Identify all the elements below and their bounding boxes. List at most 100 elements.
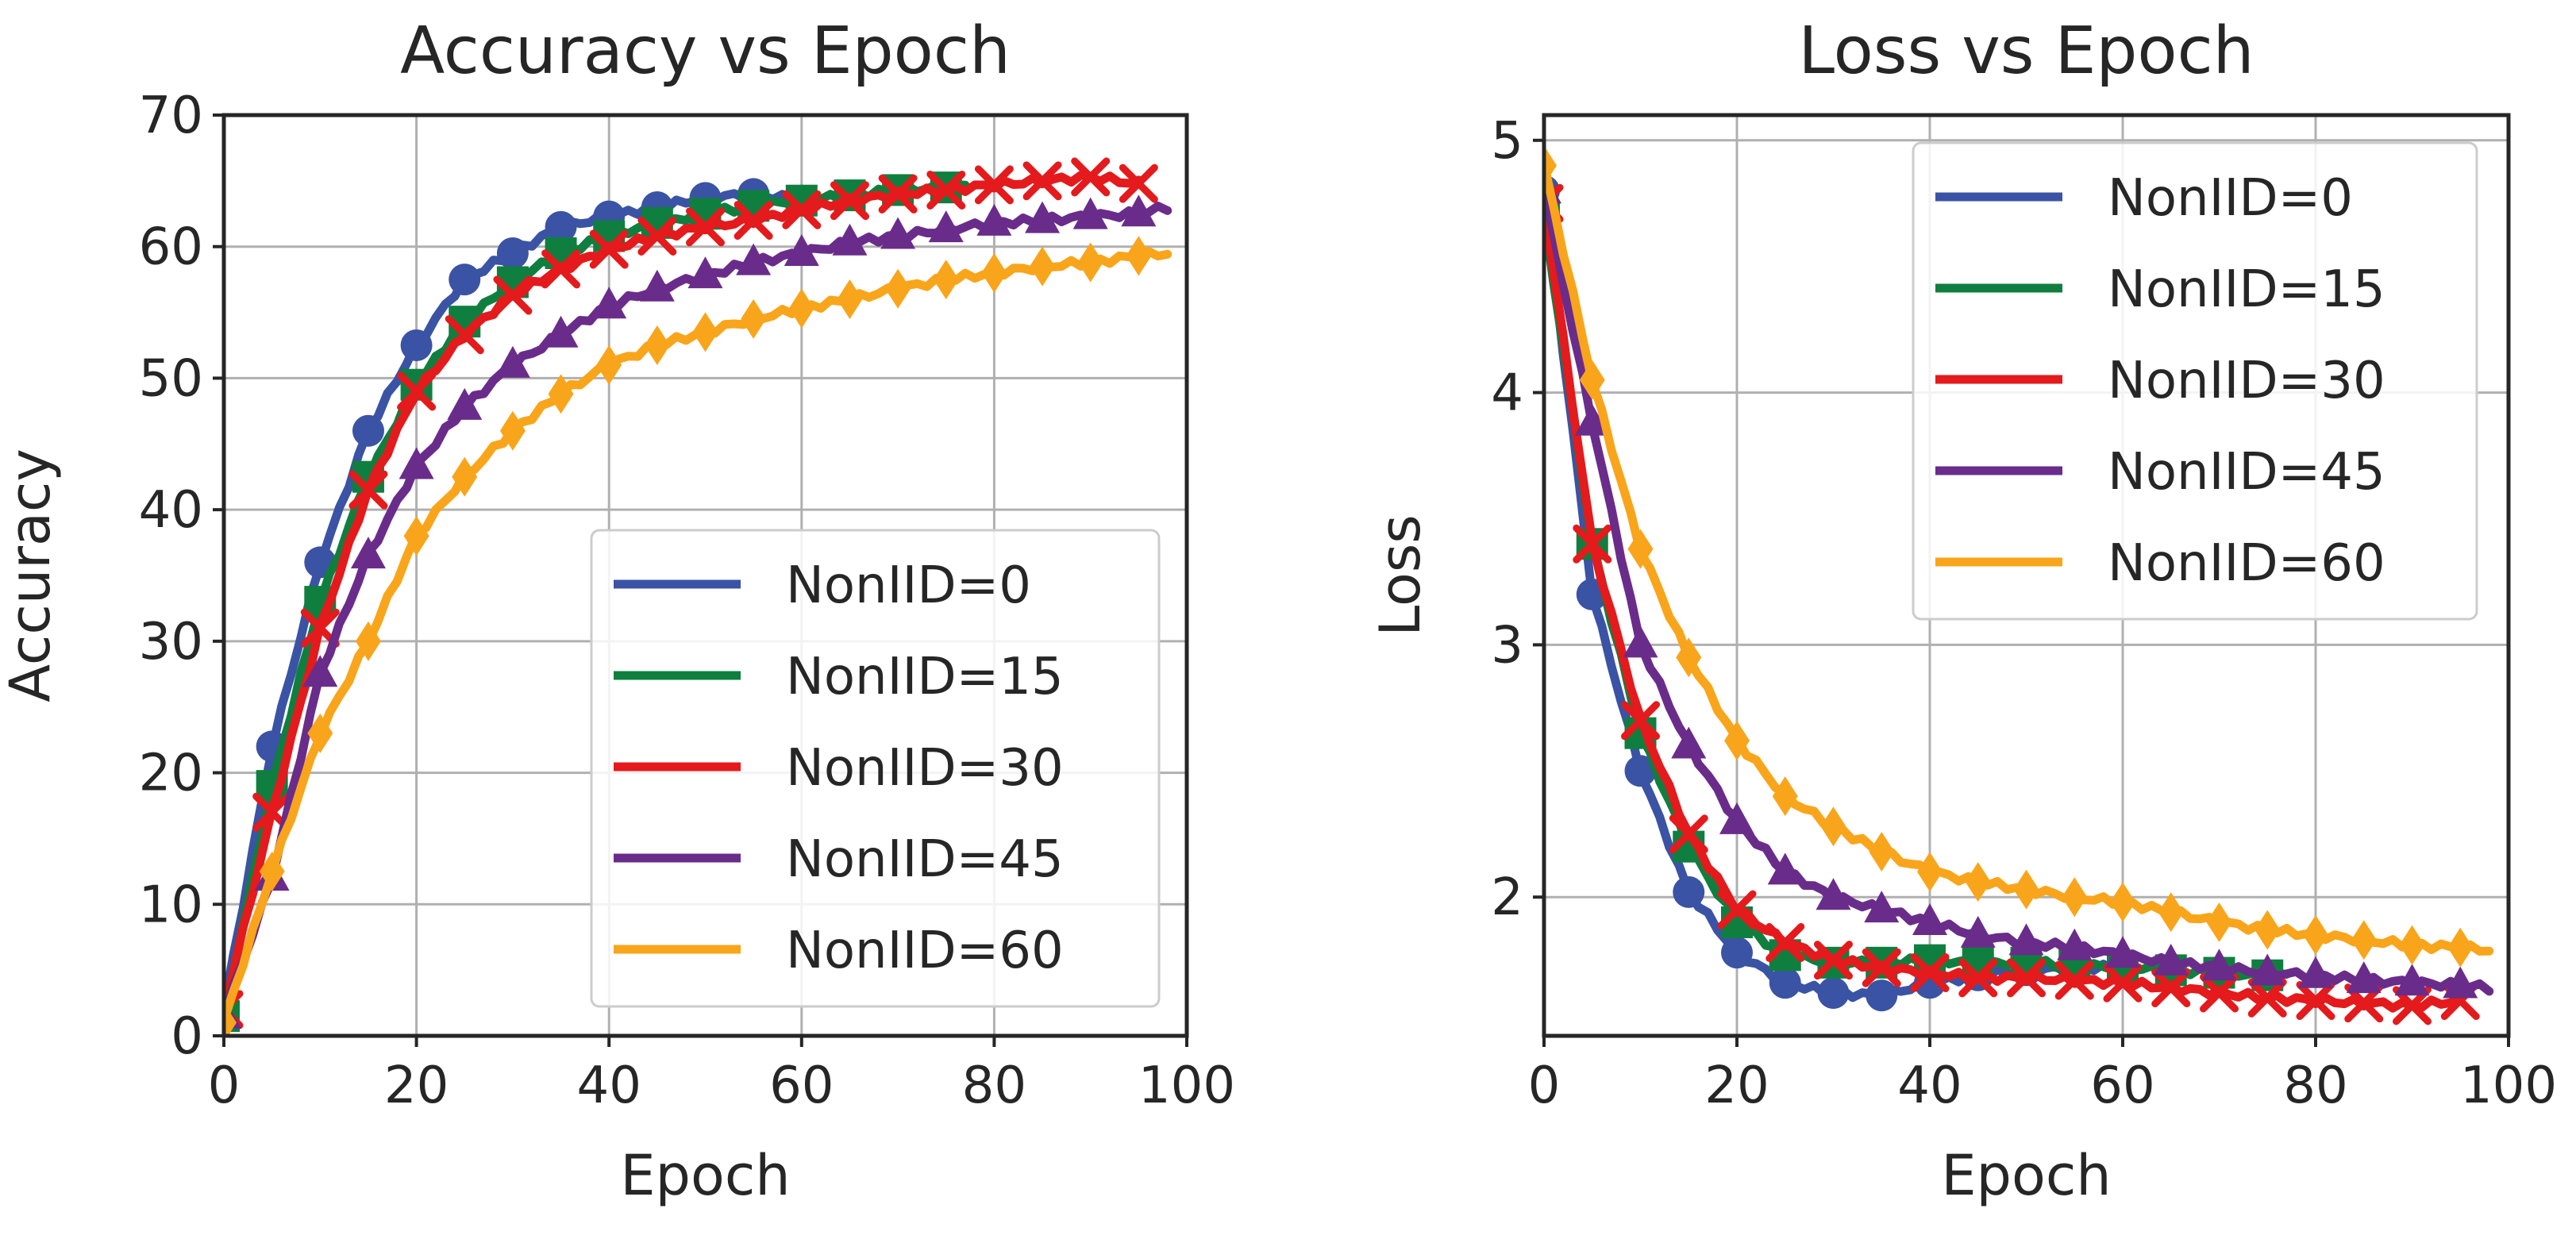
y-tick-label: 10 [139, 875, 203, 934]
data-point [782, 190, 822, 229]
data-point [692, 312, 718, 352]
data-point [307, 713, 333, 753]
data-point [1965, 862, 1991, 902]
data-point [1669, 814, 1708, 854]
data-point [2201, 949, 2237, 981]
series-noniid-30 [1544, 183, 2480, 1026]
data-point [1072, 197, 1108, 229]
y-tick-label: 2 [1491, 868, 1523, 927]
data-point [2399, 925, 2425, 965]
series-noniid-30 [224, 157, 1158, 1029]
series-noniid-45 [224, 194, 1172, 1029]
data-point [1864, 891, 1900, 923]
x-tick-label: 0 [1528, 1056, 1561, 1115]
data-point [2110, 882, 2135, 922]
data-point [355, 621, 381, 661]
data-point [1621, 701, 1660, 741]
x-tick-label: 100 [2460, 1056, 2557, 1115]
data-point [1869, 832, 1895, 872]
y-tick-label: 5 [1491, 112, 1523, 171]
data-point [1767, 852, 1803, 885]
data-point [452, 456, 478, 497]
data-point [541, 249, 581, 289]
chart-panel-2: 0 20 40 60 80 100 2 3 4 5 Loss vs Epoch Epoch Loss No… [1368, 13, 2557, 1208]
data-point [496, 237, 529, 269]
data-point [741, 298, 767, 339]
data-point [784, 234, 819, 266]
data-point [499, 410, 526, 451]
x-tick-label: 80 [2283, 1056, 2347, 1115]
data-point [1071, 157, 1111, 197]
data-point [928, 210, 964, 243]
y-tick-label: 40 [139, 481, 203, 540]
data-point [1627, 529, 1654, 569]
data-point [397, 371, 437, 411]
legend-item: NonIID=30 [1935, 352, 2385, 410]
chart-title: Accuracy vs Epoch [400, 13, 1011, 89]
data-point [2443, 966, 2478, 999]
data-point [548, 374, 574, 414]
data-point [2296, 981, 2335, 1021]
data-point [2158, 892, 2184, 933]
data-point [543, 315, 579, 348]
data-point [687, 256, 723, 289]
data-point [2254, 910, 2281, 950]
legend-item: NonIID=60 [1935, 534, 2385, 593]
data-point [830, 181, 869, 221]
data-point [259, 851, 285, 891]
data-point [1077, 242, 1103, 283]
data-point [2298, 956, 2333, 988]
data-point [1573, 524, 1612, 564]
data-point [734, 201, 773, 241]
data-point [589, 229, 629, 269]
data-point [1816, 878, 1851, 910]
legend-label: NonIID=0 [786, 556, 1031, 615]
legend: NonIID=0 NonIID=15 NonIID=30 NonIID=45 NonII… [590, 529, 1161, 1008]
plot-area [1544, 145, 2494, 1026]
data-point [1719, 802, 1754, 834]
data-point [1673, 875, 1705, 908]
data-point [2151, 968, 2191, 1008]
y-tick-label: 4 [1491, 364, 1523, 423]
series-noniid-60 [224, 236, 1172, 1036]
data-point [2062, 877, 2088, 918]
data-point [1030, 246, 1056, 287]
data-point [399, 447, 434, 479]
data-point [2008, 923, 2044, 956]
y-tick-label: 20 [139, 745, 203, 803]
data-point [2250, 953, 2285, 986]
data-point [493, 275, 533, 315]
data-point [1624, 755, 1657, 787]
data-point [2346, 961, 2382, 994]
data-point [837, 279, 863, 319]
x-tick-label: 40 [576, 1056, 641, 1115]
y-tick-label: 60 [139, 218, 203, 277]
legend: NonIID=0 NonIID=15 NonIID=30 NonIID=45 NonII… [1912, 141, 2478, 621]
legend-item: NonIID=30 [614, 739, 1064, 798]
data-point [1544, 145, 1557, 186]
data-point [591, 287, 627, 319]
data-point [832, 223, 868, 256]
legend-label: NonIID=30 [2108, 352, 2385, 410]
x-tick-label: 20 [384, 1056, 449, 1115]
legend-item: NonIID=0 [614, 556, 1031, 615]
data-point [788, 288, 814, 329]
legend-item: NonIID=15 [1935, 260, 2385, 319]
data-point [1820, 806, 1846, 847]
data-point [1765, 922, 1805, 962]
data-point [1721, 937, 1753, 969]
legend-box [1912, 141, 2478, 621]
data-point [1960, 915, 1996, 948]
data-point [1574, 403, 1610, 436]
series-noniid-45 [1544, 171, 2494, 999]
x-tick-label: 60 [2090, 1056, 2154, 1115]
x-tick-label: 20 [1704, 1056, 1769, 1115]
legend-label: NonIID=30 [786, 739, 1064, 798]
data-point [885, 268, 911, 309]
data-point [1671, 726, 1707, 759]
data-point [302, 655, 338, 687]
data-point [686, 207, 725, 247]
data-point [2054, 960, 2094, 1000]
data-point [1772, 776, 1798, 817]
